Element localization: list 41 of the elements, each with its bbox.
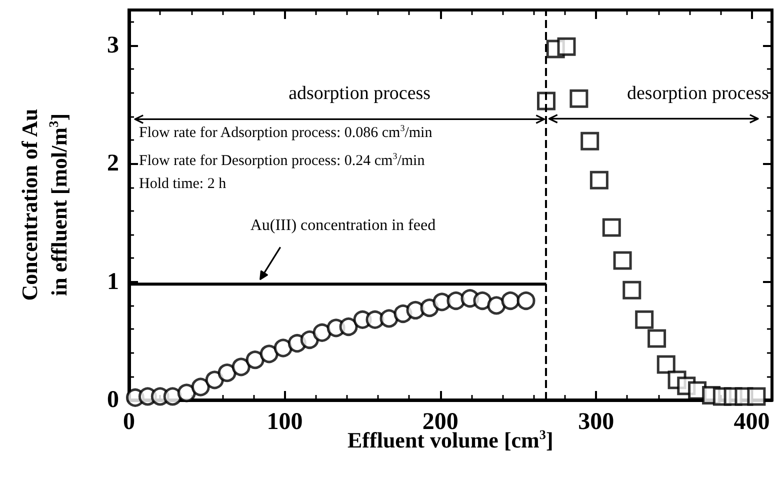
point bbox=[622, 280, 642, 300]
point bbox=[648, 329, 666, 348]
point bbox=[516, 291, 536, 310]
point bbox=[590, 170, 608, 190]
point bbox=[580, 132, 600, 150]
x-tick-label: 100 bbox=[266, 409, 303, 435]
point bbox=[537, 92, 556, 110]
point bbox=[191, 378, 210, 396]
point bbox=[656, 355, 676, 374]
annotation: desorption process bbox=[627, 82, 769, 104]
annotation: Flow rate for Desorption process: 0.24 cm$^{3}$/min bbox=[139, 151, 425, 169]
point bbox=[300, 330, 319, 349]
annotation: Hold time: 2 h bbox=[139, 176, 226, 192]
y-tick-label: 3 bbox=[107, 32, 119, 58]
point bbox=[246, 350, 264, 370]
point bbox=[602, 218, 621, 237]
annotation: Flow rate for Adsorption process: 0.086 cm$^{3}$/min bbox=[139, 123, 432, 141]
point bbox=[232, 358, 250, 376]
point bbox=[613, 251, 632, 270]
point bbox=[635, 310, 654, 329]
point bbox=[380, 309, 398, 328]
x-tick-label: 300 bbox=[578, 409, 614, 435]
point bbox=[570, 89, 588, 108]
point bbox=[487, 296, 506, 315]
annotation: adsorption process bbox=[288, 83, 431, 104]
point bbox=[274, 338, 292, 358]
point bbox=[312, 323, 332, 342]
annotation: Au(III) concentration in feed bbox=[250, 217, 436, 234]
point bbox=[557, 37, 576, 56]
y-tick-label: 1 bbox=[107, 268, 119, 295]
y-tick-label: 2 bbox=[107, 150, 119, 177]
point bbox=[163, 387, 182, 406]
y-tick-label: 0 bbox=[107, 387, 119, 413]
point bbox=[260, 344, 278, 364]
point bbox=[339, 317, 358, 336]
point bbox=[473, 291, 492, 310]
point bbox=[501, 291, 520, 310]
point bbox=[747, 387, 766, 406]
x-tick-label: 0 bbox=[123, 409, 135, 435]
x-tick-label: 400 bbox=[734, 409, 770, 435]
point bbox=[218, 364, 236, 382]
